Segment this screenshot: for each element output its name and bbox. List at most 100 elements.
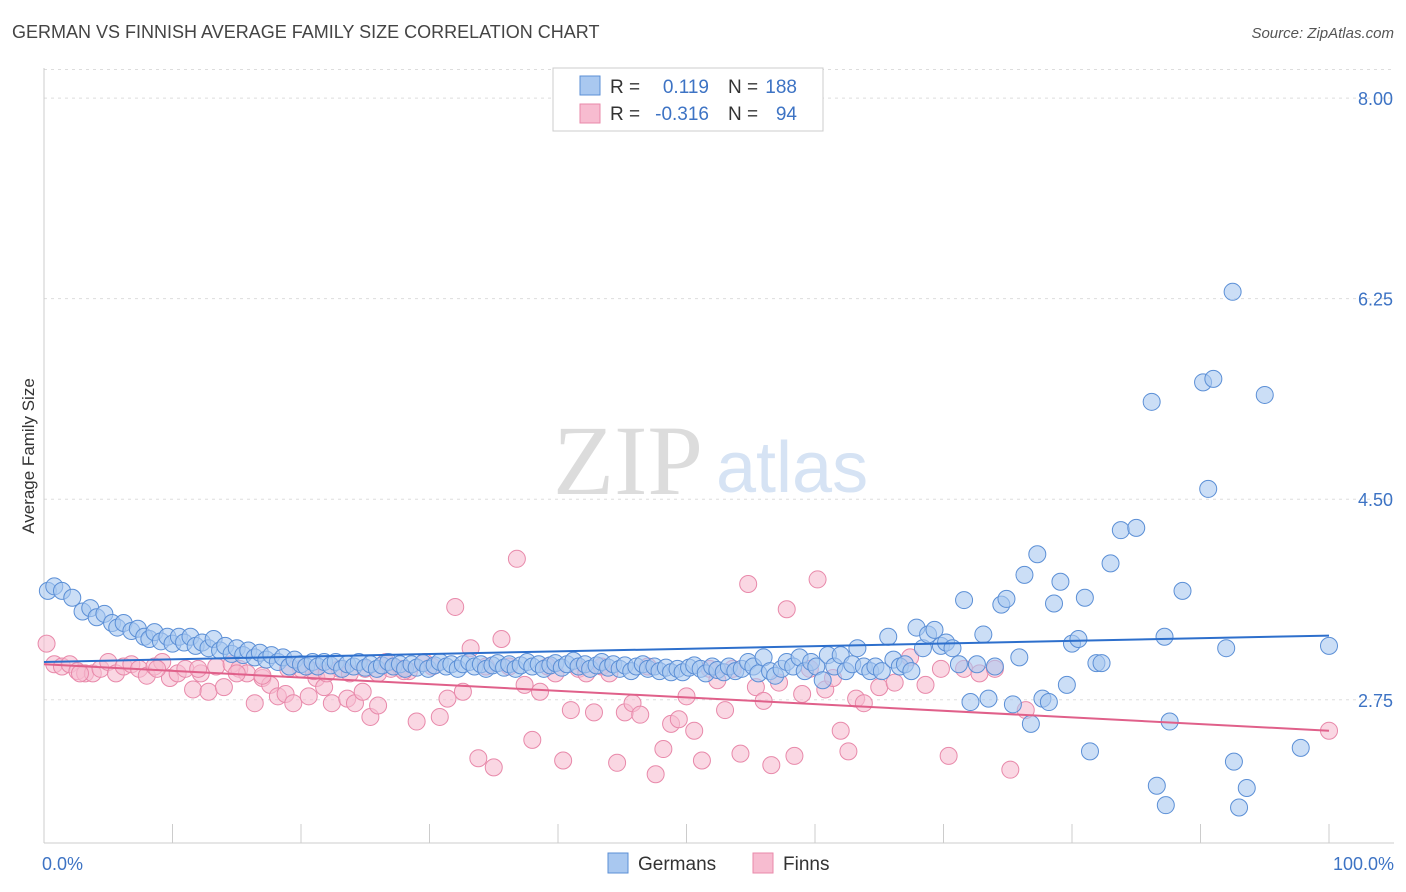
finns-point bbox=[584, 703, 603, 722]
chart-title: GERMAN VS FINNISH AVERAGE FAMILY SIZE CO… bbox=[12, 22, 599, 42]
finns-point bbox=[531, 682, 550, 701]
finns-point bbox=[631, 705, 650, 724]
finns-point bbox=[299, 687, 318, 706]
finns-point bbox=[808, 570, 827, 589]
germans-point bbox=[1147, 776, 1166, 795]
finns-point bbox=[839, 742, 858, 761]
bottom-legend-swatch-germans bbox=[607, 852, 629, 874]
germans-point bbox=[985, 657, 1004, 676]
finns-point bbox=[184, 680, 203, 699]
germans-point bbox=[997, 589, 1016, 608]
finns-point bbox=[654, 740, 673, 759]
germans-point bbox=[1080, 742, 1099, 761]
finns-point bbox=[731, 744, 750, 763]
finns-point bbox=[608, 753, 627, 772]
y-axis-label: Average Family Size bbox=[19, 378, 38, 534]
finns-point bbox=[453, 682, 472, 701]
germans-point bbox=[872, 662, 891, 681]
germans-point bbox=[967, 655, 986, 674]
grid-lines bbox=[44, 69, 1394, 701]
germans-point bbox=[961, 693, 980, 712]
legend-swatch-finns bbox=[579, 103, 601, 124]
finns-point bbox=[793, 685, 812, 704]
finns-point bbox=[939, 746, 958, 765]
germans-point bbox=[1003, 695, 1022, 714]
finns-point bbox=[515, 675, 534, 694]
finns-point bbox=[430, 707, 449, 726]
finns-point bbox=[554, 751, 573, 770]
finns-point bbox=[369, 696, 388, 715]
legend-box: R = 0.119 N = 188 R = -0.316 N = 94 bbox=[552, 67, 824, 132]
finns-point bbox=[407, 712, 426, 731]
watermark-atlas: atlas bbox=[716, 428, 868, 508]
germans-point bbox=[1204, 369, 1223, 388]
y-tick-label: 4.50 bbox=[1358, 490, 1393, 510]
legend-n-value-finns: 94 bbox=[776, 104, 798, 125]
germans-point bbox=[848, 639, 867, 658]
legend-r-value-finns: -0.316 bbox=[655, 104, 709, 125]
legend-r-label-finns: R = bbox=[610, 104, 640, 125]
germans-point bbox=[879, 627, 898, 646]
finns-point bbox=[484, 758, 503, 777]
finns-point bbox=[507, 549, 526, 568]
finns-point bbox=[322, 694, 341, 713]
germans-point bbox=[1291, 738, 1310, 757]
y-tick-label: 8.00 bbox=[1358, 89, 1393, 109]
germans-point bbox=[1101, 554, 1120, 573]
germans-point bbox=[1142, 392, 1161, 411]
germans-point bbox=[925, 620, 944, 639]
germans-point bbox=[1320, 636, 1338, 655]
germans-point bbox=[1237, 778, 1256, 797]
germans-point bbox=[1015, 565, 1034, 584]
germans-point bbox=[1069, 630, 1088, 649]
germans-point bbox=[1111, 521, 1130, 540]
germans-point bbox=[1039, 693, 1058, 712]
legend-n-label-finns: N = bbox=[728, 104, 758, 125]
finns-point bbox=[739, 575, 758, 594]
finns-point bbox=[646, 765, 665, 784]
bottom-legend-label-germans: Germans bbox=[638, 854, 716, 875]
legend-r-label-germans: R = bbox=[610, 77, 640, 98]
finns-point bbox=[785, 746, 804, 765]
finns-point bbox=[692, 751, 711, 770]
finns-point bbox=[716, 701, 735, 720]
x-tick-label-min: 0.0% bbox=[42, 854, 83, 874]
finns-point bbox=[931, 659, 950, 678]
germans-point bbox=[1230, 798, 1249, 817]
finns-point bbox=[214, 678, 233, 697]
germans-point bbox=[1092, 654, 1111, 673]
finns-point bbox=[777, 600, 796, 619]
germans-point bbox=[1199, 479, 1218, 498]
finns-point bbox=[245, 694, 264, 713]
germans-point bbox=[1224, 752, 1243, 771]
germans-point bbox=[1075, 588, 1094, 607]
finns-point bbox=[353, 682, 372, 701]
legend-r-value-germans: 0.119 bbox=[663, 77, 709, 98]
finns-point bbox=[685, 721, 704, 740]
y-tick-label: 2.75 bbox=[1358, 691, 1393, 711]
germans-point bbox=[902, 662, 921, 681]
germans-point bbox=[1255, 385, 1274, 404]
x-axis-ticks bbox=[43, 824, 1330, 843]
finns-trend-line bbox=[43, 663, 1330, 732]
germans-point bbox=[979, 689, 998, 708]
germans-point bbox=[1051, 572, 1070, 591]
germans-point bbox=[949, 655, 968, 674]
finns-point bbox=[70, 664, 89, 683]
x-tick-label-max: 100.0% bbox=[1333, 854, 1394, 874]
bottom-legend-label-finns: Finns bbox=[783, 854, 829, 875]
germans-point bbox=[1057, 675, 1076, 694]
germans-point bbox=[1028, 545, 1047, 564]
germans-point bbox=[974, 625, 993, 644]
germans-point bbox=[813, 671, 832, 690]
germans-point bbox=[1127, 518, 1146, 537]
finns-point bbox=[916, 675, 935, 694]
chart-source: Source: ZipAtlas.com bbox=[1251, 25, 1394, 42]
germans-point bbox=[955, 591, 974, 610]
finns-point bbox=[446, 597, 465, 616]
finns-point bbox=[831, 721, 850, 740]
germans-point bbox=[63, 588, 82, 607]
finns-point bbox=[669, 710, 688, 729]
bottom-legend: Germans Finns bbox=[607, 852, 829, 875]
